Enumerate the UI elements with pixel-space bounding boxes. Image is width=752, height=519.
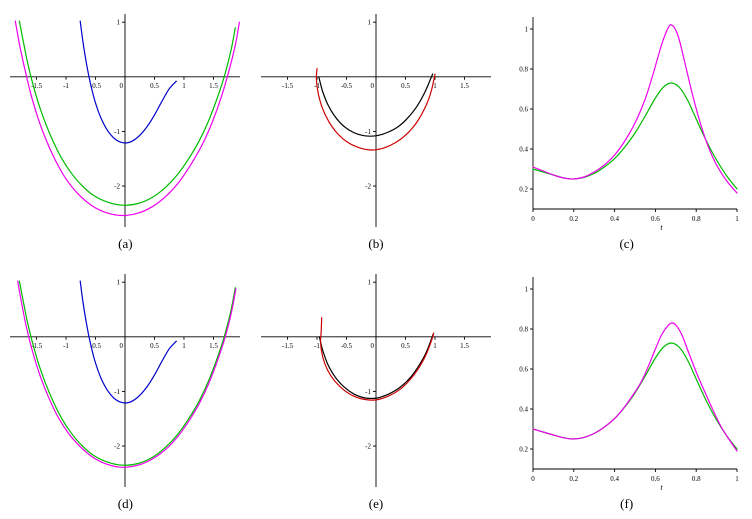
svg-text:-0.5: -0.5 (90, 342, 102, 350)
svg-text:1.5: 1.5 (460, 82, 469, 90)
svg-text:0.6: 0.6 (519, 365, 528, 373)
plot-c: 0 0.2 0.4 0.6 0.8 1 0.2 0.4 0.6 0.8 1 t (519, 17, 739, 232)
svg-text:0: 0 (531, 475, 535, 483)
svg-text:-1: -1 (114, 128, 120, 136)
svg-text:1.5: 1.5 (460, 342, 469, 350)
panel-e: -1.5 -1 -0.5 0 0.5 1 1.5 1 -1 -2 (e) (251, 260, 502, 519)
svg-text:1.5: 1.5 (209, 342, 218, 350)
plot-b: -1.5 -1 -0.5 0 0.5 1 1.51-1-2 (260, 14, 491, 228)
svg-text:-1.5: -1.5 (31, 82, 43, 90)
svg-text:-1: -1 (314, 342, 320, 350)
caption-c: (c) (619, 236, 634, 252)
svg-text:1: 1 (433, 342, 437, 350)
svg-text:-2: -2 (114, 442, 120, 450)
svg-text:0.5: 0.5 (150, 82, 159, 90)
svg-text:0.8: 0.8 (519, 325, 528, 333)
svg-text:-1: -1 (365, 128, 371, 136)
caption-e: (e) (368, 495, 384, 511)
svg-text:0.5: 0.5 (401, 82, 410, 90)
svg-text:-1: -1 (63, 82, 69, 90)
svg-text:-0.5: -0.5 (341, 82, 353, 90)
svg-text:0.8: 0.8 (519, 66, 528, 74)
svg-text:-2: -2 (114, 183, 120, 191)
panel-c: 0 0.2 0.4 0.6 0.8 1 0.2 0.4 0.6 0.8 1 t (c) (501, 0, 752, 260)
svg-text:1: 1 (735, 475, 739, 483)
svg-text:1: 1 (433, 82, 437, 90)
svg-text:0.8: 0.8 (691, 475, 700, 483)
plot-e: -1.5 -1 -0.5 0 0.5 1 1.5 1 -1 -2 (260, 273, 491, 487)
svg-text:-2: -2 (365, 442, 371, 450)
svg-text:0.5: 0.5 (150, 342, 159, 350)
svg-text:1: 1 (524, 26, 528, 34)
svg-text:0.2: 0.2 (569, 215, 578, 223)
plot-d: -1.5 -1 -0.5 0 0.5 1 1.5 1 -1 -2 (10, 273, 241, 487)
svg-text:0.4: 0.4 (610, 475, 619, 483)
caption-f: (f) (620, 495, 634, 511)
svg-text:t: t (660, 223, 663, 232)
svg-text:-0.5: -0.5 (341, 342, 353, 350)
svg-text:0.4: 0.4 (610, 215, 619, 223)
caption-a: (a) (118, 236, 133, 252)
svg-text:1: 1 (183, 82, 187, 90)
svg-text:0.6: 0.6 (651, 475, 660, 483)
panel-a: -1.5 -1 -0.5 0 0.5 1 1.5 1 -1 -2 (a) (0, 0, 251, 260)
svg-text:-0.5: -0.5 (90, 82, 102, 90)
svg-text:0.2: 0.2 (519, 186, 528, 194)
svg-text:0.4: 0.4 (519, 405, 528, 413)
plot-f: 0 0.2 0.4 0.6 0.8 1 0.2 0.4 0.6 0.8 1 t (519, 276, 739, 492)
plot-a: -1.5 -1 -0.5 0 0.5 1 1.5 1 -1 -2 (10, 14, 241, 228)
svg-text:1: 1 (183, 342, 187, 350)
svg-text:1: 1 (735, 215, 739, 223)
svg-text:0: 0 (120, 82, 124, 90)
svg-text:-1: -1 (63, 342, 69, 350)
svg-text:0.2: 0.2 (519, 445, 528, 453)
caption-d: (d) (117, 495, 133, 511)
svg-text:0.5: 0.5 (401, 342, 410, 350)
svg-text:-1.5: -1.5 (282, 82, 294, 90)
svg-text:0: 0 (370, 342, 374, 350)
svg-text:0.4: 0.4 (519, 146, 528, 154)
svg-text:-1: -1 (365, 388, 371, 396)
svg-text:1: 1 (367, 19, 371, 27)
panel-f: 0 0.2 0.4 0.6 0.8 1 0.2 0.4 0.6 0.8 1 t (f) (501, 260, 752, 519)
svg-text:1.5: 1.5 (209, 82, 218, 90)
svg-text:0.8: 0.8 (691, 215, 700, 223)
svg-text:0.6: 0.6 (651, 215, 660, 223)
svg-text:0: 0 (120, 342, 124, 350)
svg-text:t: t (660, 483, 663, 492)
svg-text:0: 0 (370, 82, 374, 90)
svg-text:-2: -2 (365, 183, 371, 191)
svg-text:-1: -1 (114, 388, 120, 396)
svg-text:1: 1 (524, 285, 528, 293)
panel-d: -1.5 -1 -0.5 0 0.5 1 1.5 1 -1 -2 (d) (0, 260, 251, 519)
svg-text:1: 1 (117, 278, 121, 286)
svg-text:-1.5: -1.5 (282, 342, 294, 350)
svg-text:1: 1 (117, 19, 121, 27)
panel-b: -1.5 -1 -0.5 0 0.5 1 1.5 1 -1 -2 (b) (251, 0, 502, 260)
svg-text:0: 0 (531, 215, 535, 223)
svg-text:1: 1 (367, 278, 371, 286)
svg-text:-1.5: -1.5 (31, 342, 43, 350)
caption-b: (b) (368, 236, 384, 252)
svg-text:0.6: 0.6 (519, 106, 528, 114)
svg-text:0.2: 0.2 (569, 475, 578, 483)
